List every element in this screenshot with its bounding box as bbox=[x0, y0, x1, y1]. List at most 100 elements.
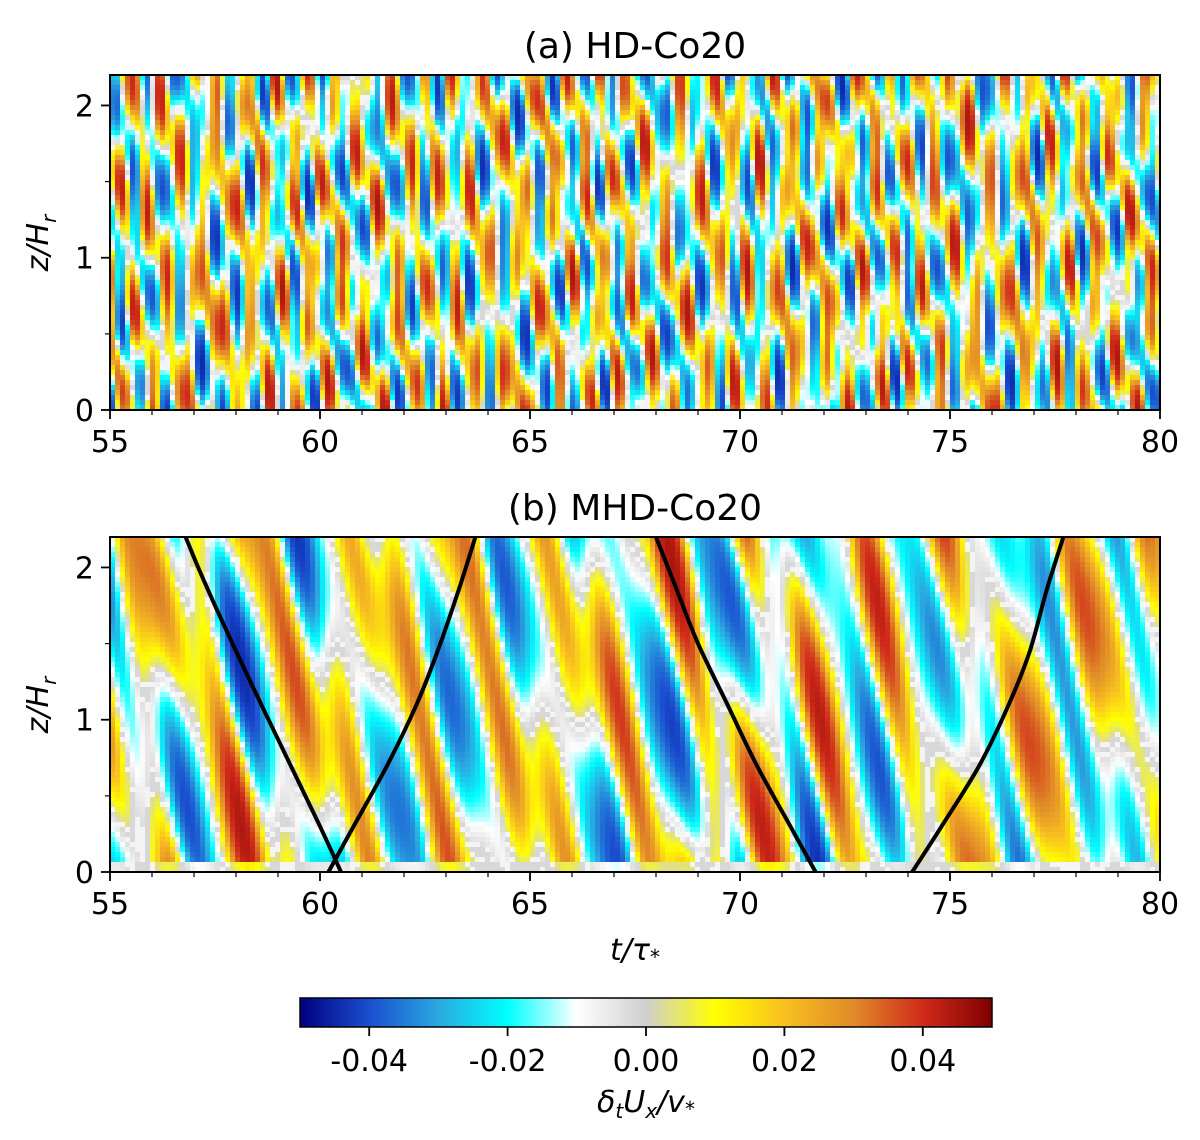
heat-cell bbox=[1055, 125, 1061, 131]
heat-cell bbox=[1045, 80, 1051, 86]
heat-cell bbox=[285, 155, 291, 161]
heat-cell bbox=[610, 170, 616, 176]
heat-cell bbox=[725, 100, 731, 106]
heat-cell bbox=[165, 75, 171, 81]
heat-cell bbox=[365, 125, 371, 131]
heat-cell bbox=[715, 75, 721, 81]
heat-cell bbox=[1095, 95, 1101, 101]
heat-cell bbox=[505, 115, 511, 121]
heat-cell bbox=[1045, 125, 1051, 131]
heat-cell bbox=[140, 180, 146, 186]
heat-cell bbox=[590, 185, 596, 191]
heat-cell bbox=[110, 185, 116, 191]
heat-cell bbox=[495, 140, 501, 146]
heat-cell bbox=[1035, 80, 1041, 86]
heat-cell bbox=[540, 90, 546, 96]
heat-cell bbox=[800, 130, 806, 136]
heat-cell bbox=[630, 80, 636, 86]
heat-cell bbox=[1060, 185, 1066, 191]
heat-cell bbox=[185, 135, 191, 141]
heat-cell bbox=[915, 135, 921, 141]
heat-cell bbox=[1070, 145, 1076, 151]
heat-cell bbox=[370, 75, 376, 81]
heat-cell bbox=[520, 125, 526, 131]
heat-cell bbox=[855, 185, 861, 191]
heat-cell bbox=[770, 95, 776, 101]
heat-cell bbox=[395, 170, 401, 176]
heat-cell bbox=[830, 140, 836, 146]
heat-cell bbox=[635, 170, 641, 176]
heat-cell bbox=[835, 110, 841, 116]
heat-cell bbox=[455, 185, 461, 191]
heat-cell bbox=[155, 100, 161, 106]
heat-cell bbox=[230, 125, 236, 131]
heat-cell bbox=[505, 125, 511, 131]
heat-cell bbox=[200, 145, 206, 151]
heat-cell bbox=[330, 95, 336, 101]
heat-cell bbox=[770, 125, 776, 131]
heat-cell bbox=[910, 90, 916, 96]
heat-cell bbox=[785, 155, 791, 161]
heat-cell bbox=[945, 75, 951, 81]
heat-cell bbox=[890, 145, 896, 151]
heat-cell bbox=[315, 160, 321, 166]
heat-cell bbox=[670, 150, 676, 156]
heat-cell bbox=[230, 115, 236, 121]
heat-cell bbox=[1065, 150, 1071, 156]
heat-cell bbox=[730, 185, 736, 191]
heat-cell bbox=[720, 95, 726, 101]
heat-cell bbox=[1055, 145, 1061, 151]
heat-cell bbox=[1115, 155, 1121, 161]
heat-cell bbox=[710, 100, 716, 106]
heat-cell bbox=[550, 170, 556, 176]
heat-cell bbox=[1010, 165, 1016, 171]
heat-cell bbox=[555, 140, 561, 146]
heat-cell bbox=[850, 125, 856, 131]
heat-cell bbox=[985, 140, 991, 146]
heat-cell bbox=[180, 85, 186, 91]
heat-cell bbox=[200, 85, 206, 91]
heat-cell bbox=[465, 145, 471, 151]
heat-cell bbox=[405, 90, 411, 96]
heat-cell bbox=[550, 75, 556, 81]
heat-cell bbox=[1035, 115, 1041, 121]
heat-cell bbox=[1025, 185, 1031, 191]
heat-cell bbox=[325, 140, 331, 146]
heat-cell bbox=[540, 110, 546, 116]
heat-cell bbox=[1135, 135, 1141, 141]
heat-cell bbox=[485, 115, 491, 121]
heat-cell bbox=[1085, 185, 1091, 191]
heat-cell bbox=[1150, 160, 1156, 166]
heat-cell bbox=[780, 155, 786, 161]
heat-cell bbox=[140, 110, 146, 116]
heat-cell bbox=[415, 80, 421, 86]
heat-cell bbox=[750, 135, 756, 141]
heat-cell bbox=[1025, 105, 1031, 111]
heat-cell bbox=[315, 150, 321, 156]
heat-cell bbox=[915, 105, 921, 111]
heat-cell bbox=[1030, 130, 1036, 136]
heat-cell bbox=[480, 130, 486, 136]
heat-cell bbox=[450, 130, 456, 136]
heat-cell bbox=[325, 175, 331, 181]
heat-cell bbox=[1080, 155, 1086, 161]
heat-cell bbox=[255, 160, 261, 166]
heat-cell bbox=[1155, 130, 1160, 136]
heat-cell bbox=[735, 170, 741, 176]
heat-cell bbox=[185, 155, 191, 161]
heat-cell bbox=[510, 85, 516, 91]
heat-cell bbox=[470, 140, 476, 146]
heat-cell bbox=[945, 170, 951, 176]
heat-cell bbox=[375, 145, 381, 151]
heat-cell bbox=[260, 130, 266, 136]
heat-cell bbox=[825, 105, 831, 111]
heat-cell bbox=[790, 100, 796, 106]
heat-cell bbox=[680, 85, 686, 91]
heat-cell bbox=[850, 130, 856, 136]
heat-cell bbox=[545, 80, 551, 86]
heat-cell bbox=[730, 90, 736, 96]
heat-cell bbox=[975, 75, 981, 81]
heat-cell bbox=[515, 150, 521, 156]
heat-cell bbox=[375, 85, 381, 91]
heat-cell bbox=[1070, 185, 1076, 191]
